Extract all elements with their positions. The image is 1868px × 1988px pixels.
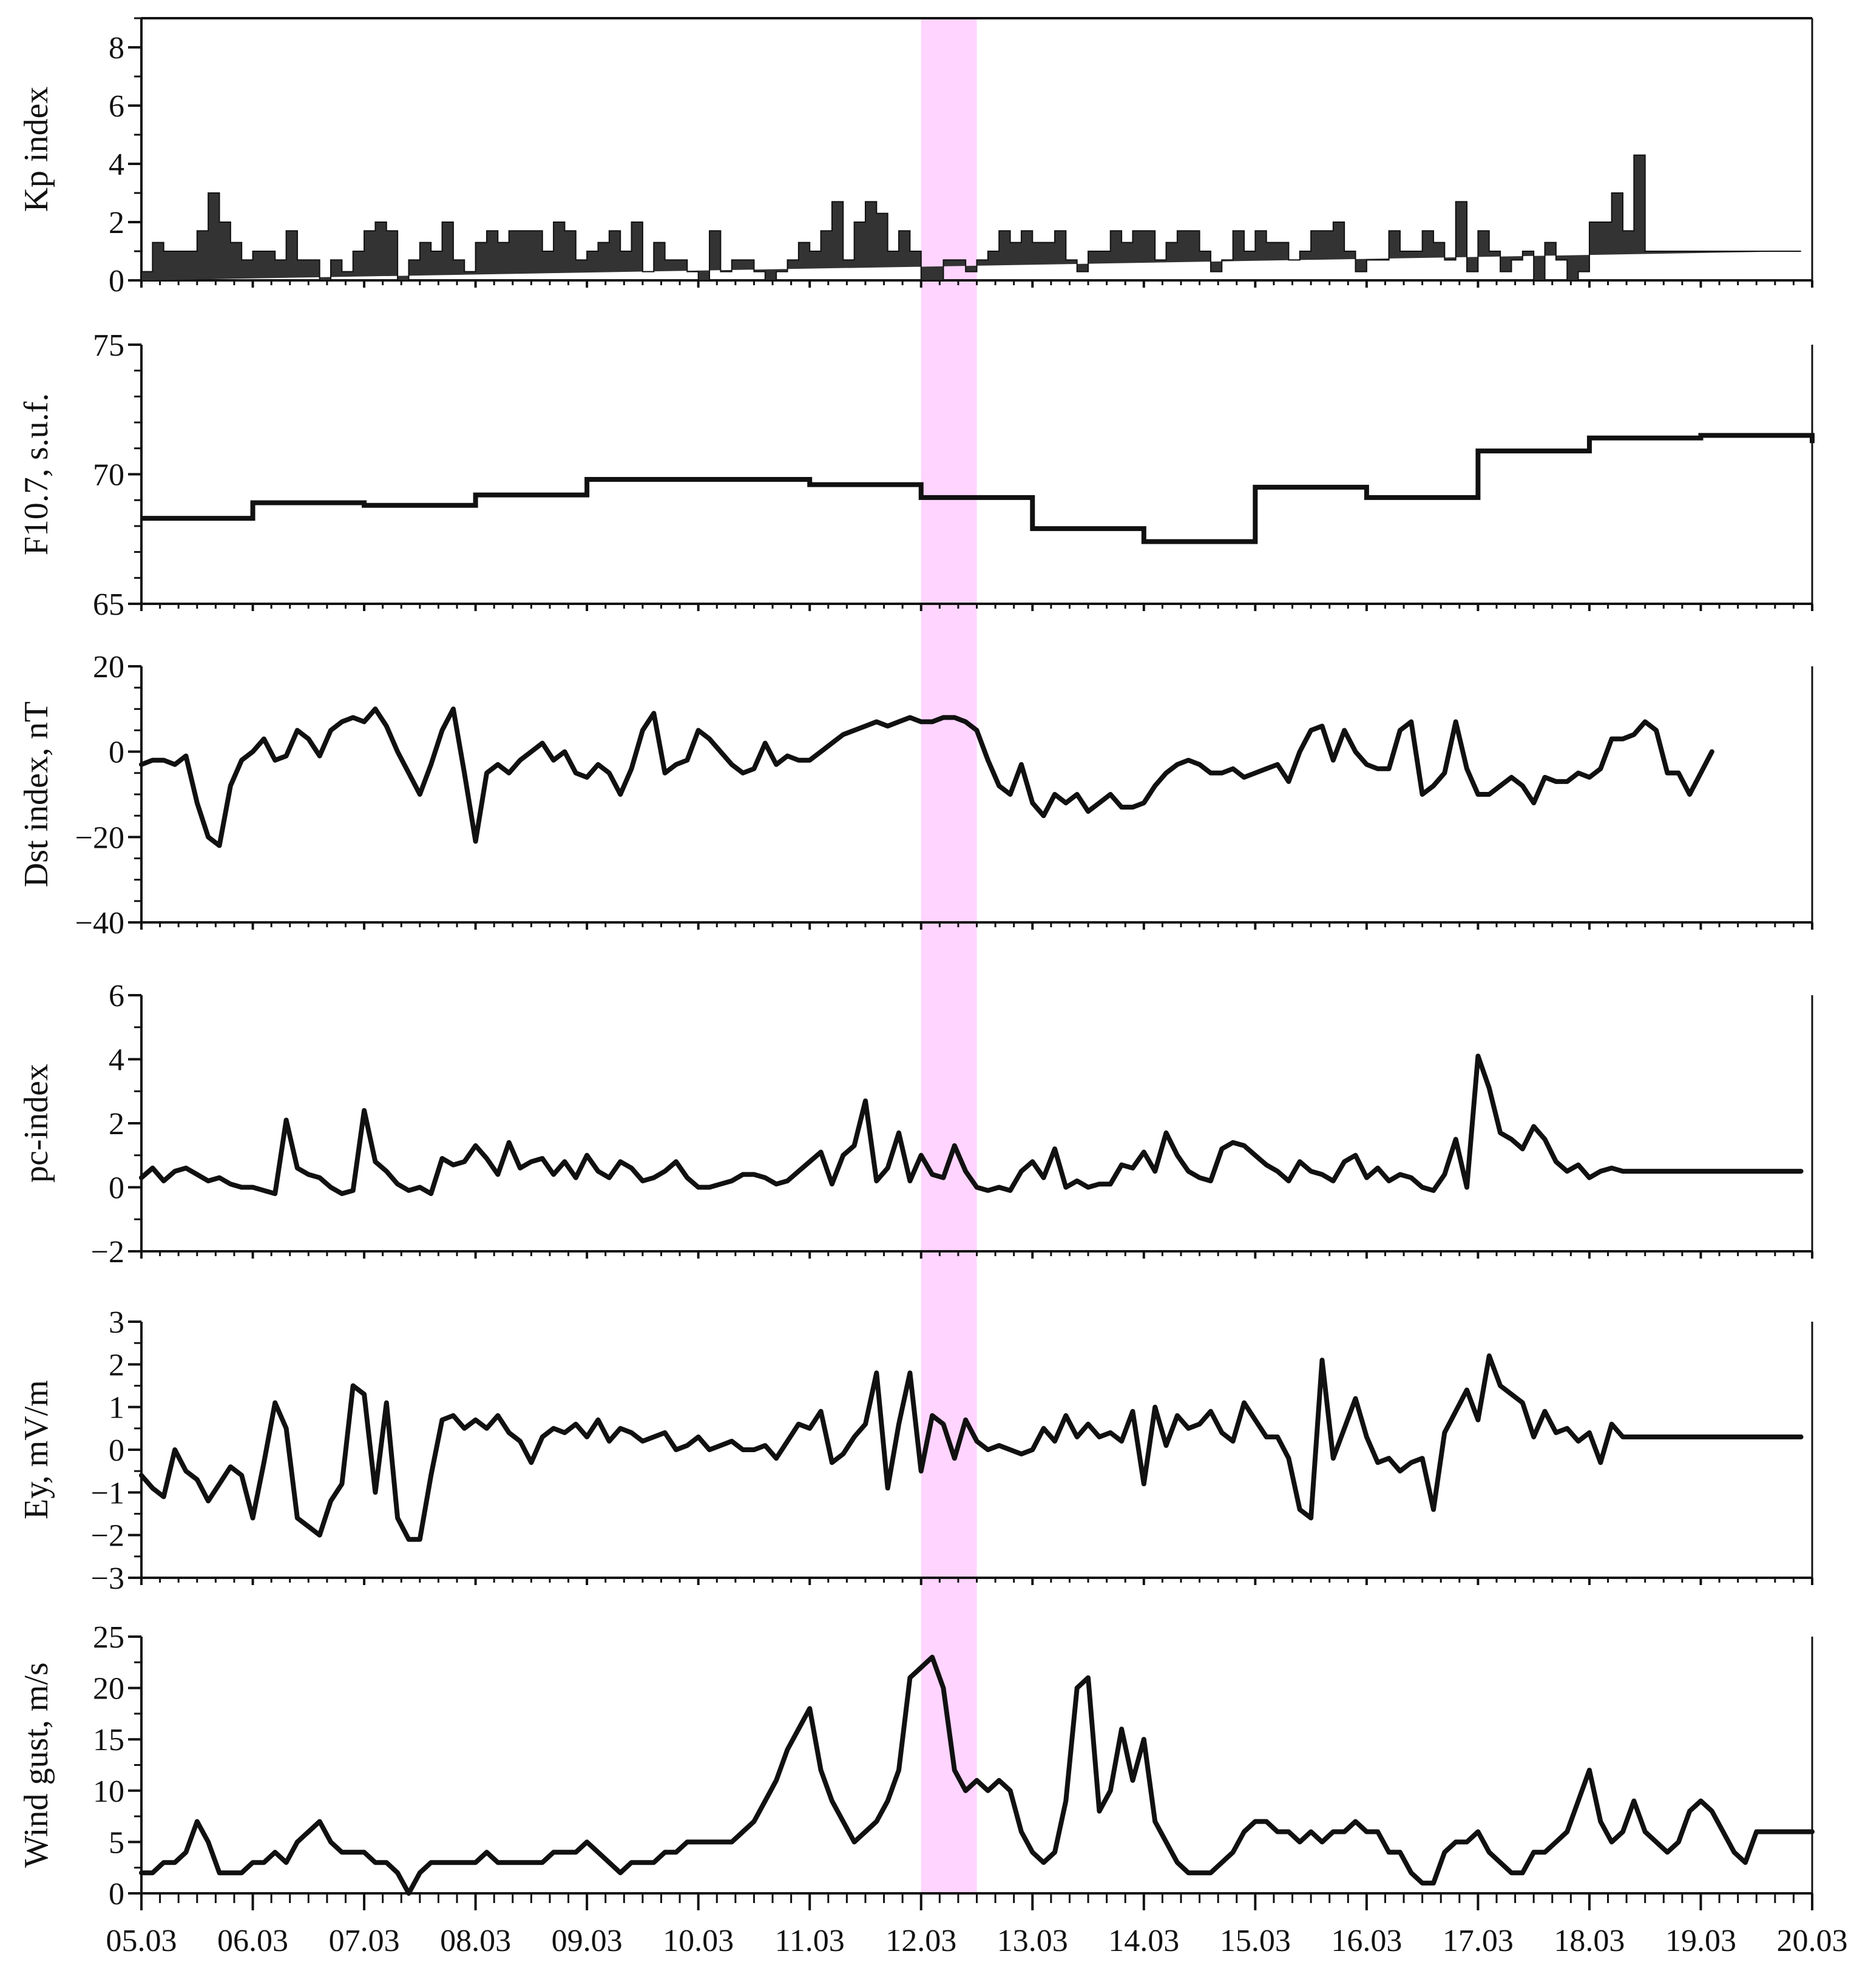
highlight-band (921, 18, 977, 1893)
y-tick-label: 0 (109, 264, 124, 299)
y-tick-label: 5 (109, 1825, 124, 1860)
y-tick-label: 4 (109, 1043, 124, 1078)
y-tick-label: 75 (93, 328, 124, 363)
panel-pc: −2 0 2 4 6 pc-index (18, 979, 1813, 1270)
x-tick-label: 08.03 (440, 1924, 511, 1958)
wind-line-series (139, 1654, 1815, 1896)
y-tick-label: −2 (91, 1235, 124, 1270)
y-tick-label: 8 (109, 31, 124, 66)
y-axis-title: Dst index, nT (18, 702, 55, 887)
y-tick-label: 15 (93, 1723, 124, 1757)
x-tick-label: 16.03 (1331, 1924, 1402, 1958)
y-tick-label: −1 (91, 1476, 124, 1510)
y-tick-label: 25 (93, 1620, 124, 1655)
f107-step-series (141, 433, 1815, 544)
y-tick-label: 6 (109, 89, 124, 124)
x-tick-label: 20.03 (1777, 1924, 1848, 1958)
y-tick-label: 4 (109, 147, 124, 182)
x-tick-label: 11.03 (775, 1924, 845, 1958)
y-tick-label: −20 (75, 820, 124, 855)
x-tick-label: 06.03 (217, 1924, 288, 1958)
highlight-band-layer (921, 18, 977, 1893)
y-tick-label: −3 (91, 1561, 124, 1596)
y-tick-label: 0 (109, 1433, 124, 1468)
y-tick-label: 6 (109, 979, 124, 1013)
y-axis-title: pc-index (18, 1064, 55, 1183)
x-tick-label: 09.03 (552, 1924, 623, 1958)
dst-line-series (139, 706, 1714, 848)
shared-x-axis: 05.03 06.03 07.03 08.03 09.03 10.03 11.03 12.03… (106, 1893, 1848, 1958)
panel-ey: −3 −2 −1 0 1 2 3 Ey, mV/m (18, 1305, 1813, 1596)
y-tick-label: 20 (93, 650, 124, 685)
panel-dst: −40 −20 0 20 Dst index, nT (18, 650, 1813, 941)
pc-line-series (139, 1053, 1804, 1196)
panel-wind: 0 5 10 15 20 25 Wind gust, m/s (18, 1620, 1815, 1912)
y-tick-label: 3 (109, 1305, 124, 1340)
x-tick-label: 13.03 (997, 1924, 1068, 1958)
y-tick-label: 0 (109, 735, 124, 770)
x-tick-label: 14.03 (1108, 1924, 1179, 1958)
ey-line-series (139, 1353, 1804, 1542)
y-tick-label: −2 (91, 1519, 124, 1554)
y-axis-title: F10.7, s.u.f. (18, 393, 55, 556)
x-tick-label: 05.03 (106, 1924, 177, 1958)
panel-f107: 65 70 75 F10.7, s.u.f. (18, 328, 1815, 622)
y-tick-label: 1 (109, 1391, 124, 1425)
x-tick-label: 18.03 (1554, 1924, 1625, 1958)
y-tick-label: 10 (93, 1774, 124, 1809)
y-tick-label: 0 (109, 1171, 124, 1206)
y-tick-label: 0 (109, 1877, 124, 1912)
x-tick-label: 12.03 (885, 1924, 956, 1958)
x-tick-label: 15.03 (1220, 1924, 1291, 1958)
x-tick-label: 19.03 (1665, 1924, 1736, 1958)
panel-kp: 0 2 4 6 8 Kp index (18, 17, 1813, 299)
y-axis-title: Ey, mV/m (18, 1380, 55, 1520)
y-tick-label: 2 (109, 206, 124, 240)
y-tick-label: 65 (93, 587, 124, 622)
y-tick-label: 2 (109, 1348, 124, 1382)
x-tick-label: 17.03 (1443, 1924, 1514, 1958)
y-axis-title: Wind gust, m/s (18, 1662, 55, 1867)
y-tick-label: 70 (93, 458, 124, 493)
y-tick-label: 2 (109, 1107, 124, 1141)
x-tick-label: 10.03 (663, 1924, 734, 1958)
y-axis-title: Kp index (18, 87, 55, 212)
y-tick-label: −40 (75, 906, 124, 941)
y-tick-label: 20 (93, 1672, 124, 1706)
x-tick-label: 07.03 (329, 1924, 400, 1958)
